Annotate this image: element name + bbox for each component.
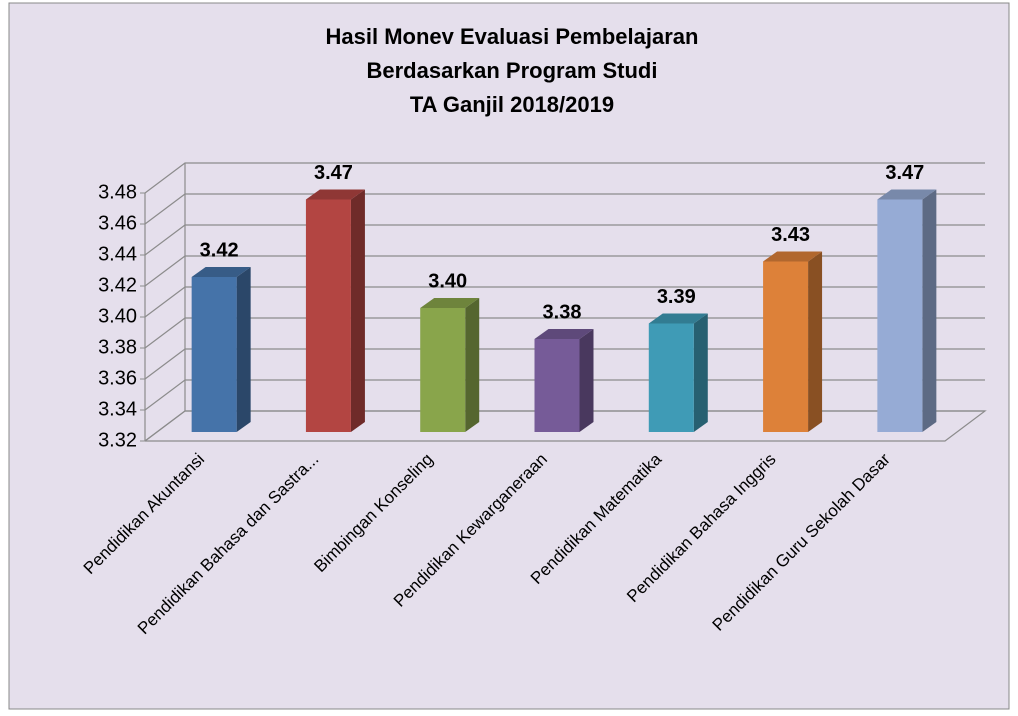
bar — [534, 329, 594, 432]
bar — [191, 267, 251, 432]
bar-side — [350, 189, 365, 432]
bar-front — [191, 277, 237, 432]
bar-side — [693, 313, 708, 432]
grid-line — [144, 286, 985, 318]
bar-top — [763, 251, 823, 262]
grid-line — [144, 255, 985, 287]
data-label: 3.42 — [200, 239, 239, 261]
data-label: 3.39 — [657, 286, 696, 308]
grid-line — [144, 224, 985, 256]
chart-title: Hasil Monev Evaluasi Pembelajaran — [326, 24, 699, 49]
grid-line — [144, 162, 985, 194]
y-tick-label: 3.46 — [98, 212, 137, 234]
bar-top — [877, 189, 937, 200]
bar — [648, 313, 708, 432]
grid-line — [144, 317, 985, 349]
data-label: 3.43 — [771, 224, 810, 246]
data-label: 3.47 — [314, 162, 353, 184]
y-tick-label: 3.40 — [98, 305, 137, 327]
chart-title: TA Ganjil 2018/2019 — [410, 92, 614, 117]
bar — [420, 298, 480, 432]
grid-line — [144, 348, 985, 380]
y-tick-label: 3.34 — [98, 398, 137, 420]
grid-line — [144, 410, 985, 442]
y-tick-label: 3.42 — [98, 274, 137, 296]
y-tick-label: 3.36 — [98, 367, 137, 389]
bar — [763, 251, 823, 432]
bar-front — [305, 199, 351, 432]
y-tick-label: 3.32 — [98, 429, 137, 451]
bar-side — [922, 189, 937, 432]
bar-side — [465, 298, 480, 432]
bar-top — [648, 313, 708, 324]
bar-front — [534, 339, 580, 432]
data-label: 3.47 — [885, 162, 924, 184]
bar-top — [420, 298, 480, 308]
grid-line — [144, 379, 985, 411]
bar — [305, 189, 365, 432]
data-label: 3.40 — [428, 270, 467, 292]
bar-top — [191, 267, 251, 277]
bar — [877, 189, 937, 432]
grid-line — [144, 193, 985, 225]
bar-side — [808, 251, 823, 432]
bar-front — [420, 308, 466, 432]
bar-front — [648, 323, 694, 432]
bar-top — [305, 189, 365, 200]
bar-side — [236, 267, 251, 432]
bar-side — [579, 329, 594, 432]
bar-front — [877, 199, 923, 432]
bar-front — [763, 261, 809, 432]
data-label: 3.38 — [543, 301, 582, 323]
chart-title: Berdasarkan Program Studi — [367, 58, 658, 83]
bar-top — [534, 329, 594, 339]
y-tick-label: 3.48 — [98, 181, 137, 203]
y-tick-label: 3.38 — [98, 336, 137, 358]
y-tick-label: 3.44 — [98, 243, 137, 265]
